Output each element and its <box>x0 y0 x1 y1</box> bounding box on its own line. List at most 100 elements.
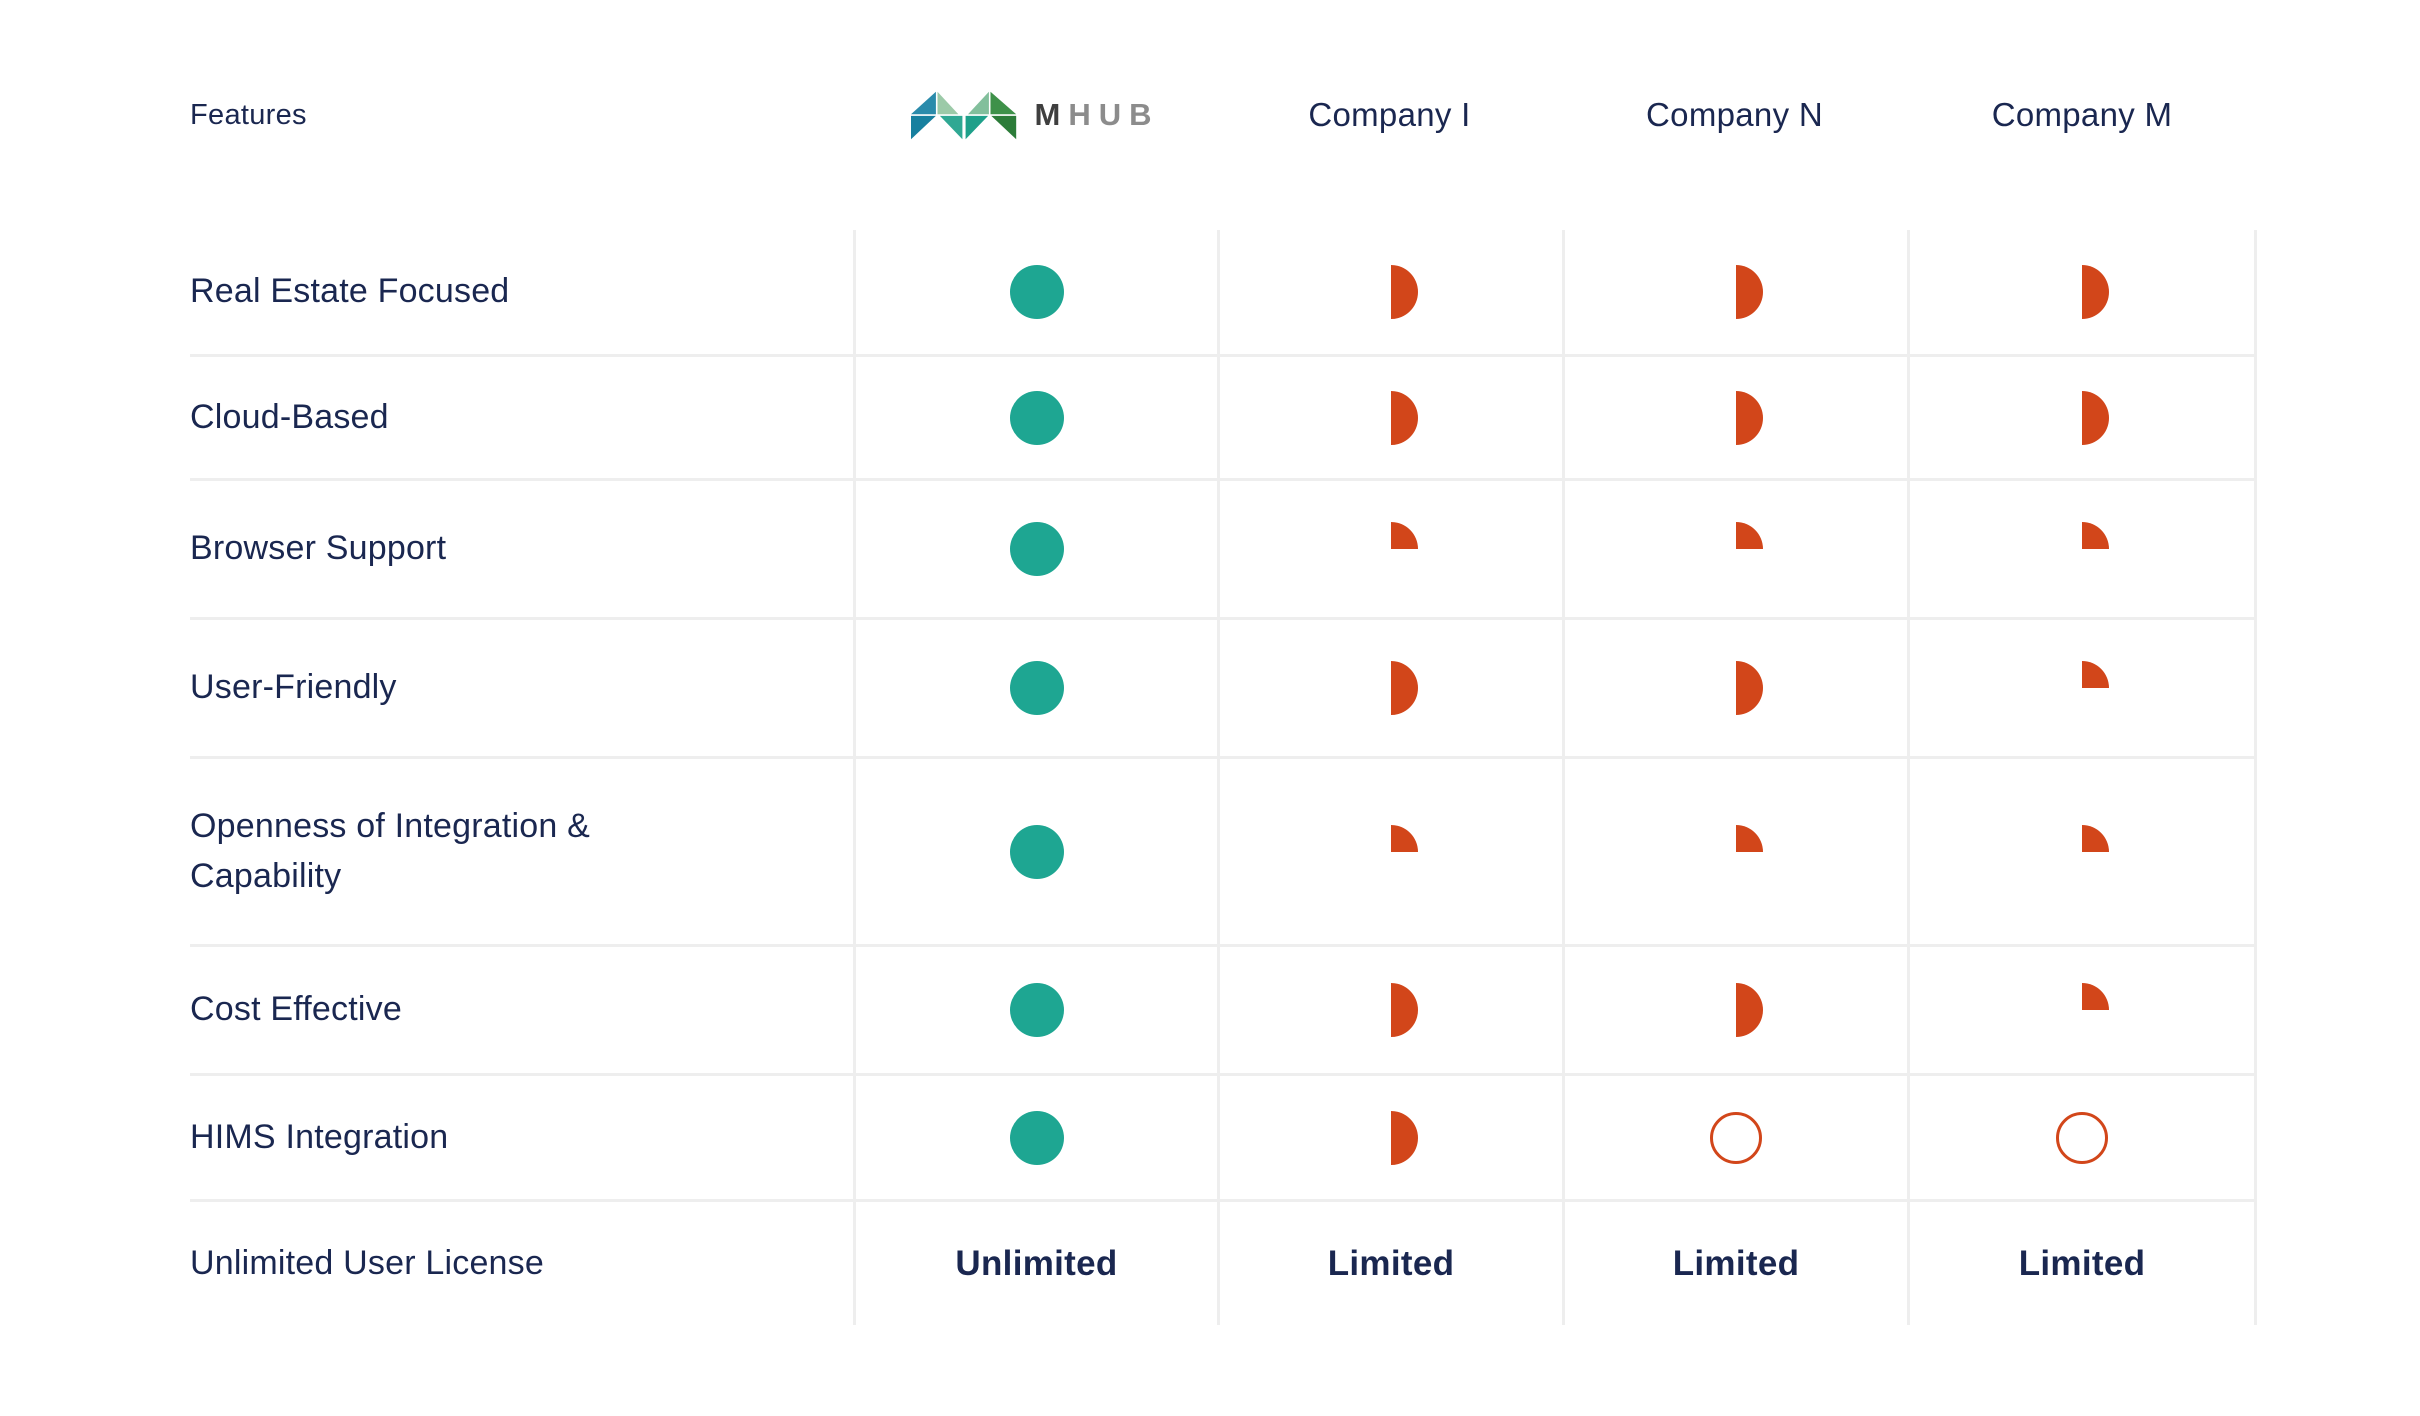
company-i-value-cell <box>1217 357 1562 478</box>
feature-label-cell: User-Friendly <box>190 620 853 756</box>
comparison-table: Features MHUB <box>190 0 2257 1325</box>
mhub-value-cell <box>853 1076 1217 1199</box>
feature-label-cell: Real Estate Focused <box>190 230 853 354</box>
mhub-value-cell: Unlimited <box>853 1202 1217 1325</box>
harvey-ball-half-icon <box>1709 390 1763 445</box>
company-n-value-cell <box>1562 230 1907 354</box>
harvey-ball-full-icon <box>1009 522 1064 576</box>
feature-label-cell: Cloud-Based <box>190 357 853 478</box>
harvey-ball-half-icon <box>1364 1110 1418 1165</box>
table-body: Real Estate Focused Cloud-Based Browser … <box>190 230 2257 1325</box>
harvey-ball-full-icon <box>1009 983 1064 1037</box>
company-i-value-cell <box>1217 481 1562 617</box>
feature-label: HIMS Integration <box>190 1117 449 1156</box>
company-n-value-cell <box>1562 620 1907 756</box>
company-m-value-cell: Limited <box>1907 1202 2257 1325</box>
company-m-value-cell <box>1907 1076 2257 1199</box>
table-row: Cloud-Based <box>190 354 2257 478</box>
mhub-value-cell <box>853 620 1217 756</box>
harvey-ball-half-icon <box>2055 390 2109 445</box>
harvey-ball-half-icon <box>1709 983 1763 1037</box>
harvey-ball-half-icon <box>1364 661 1418 715</box>
harvey-ball-quarter-icon <box>2055 824 2109 879</box>
mhub-header-cell: MHUB <box>853 0 1217 230</box>
feature-label-cell: Cost Effective <box>190 947 853 1073</box>
mhub-logo-text: MHUB <box>1035 97 1160 133</box>
company-n-value-cell <box>1562 481 1907 617</box>
company-n-value-cell <box>1562 947 1907 1073</box>
harvey-ball-half-icon <box>1364 983 1418 1037</box>
harvey-ball-empty-icon <box>1710 1111 1762 1164</box>
license-value: Unlimited <box>955 1243 1118 1283</box>
harvey-ball-half-icon <box>1709 661 1763 715</box>
mhub-logo-mark <box>910 91 1016 139</box>
table-row: HIMS Integration <box>190 1073 2257 1199</box>
company-m-header: Company M <box>1991 96 2173 133</box>
company-i-value-cell <box>1217 230 1562 354</box>
table-row: Cost Effective <box>190 944 2257 1073</box>
harvey-ball-full-icon <box>1009 824 1064 879</box>
harvey-ball-half-icon <box>1364 265 1418 319</box>
mhub-logo-text-hub: HUB <box>1068 97 1160 132</box>
features-header-cell: Features <box>190 0 853 230</box>
company-m-value-cell <box>1907 620 2257 756</box>
mhub-value-cell <box>853 357 1217 478</box>
harvey-ball-full-icon <box>1009 661 1064 715</box>
table-row: Openness of Integration & Capability <box>190 756 2257 944</box>
mhub-value-cell <box>853 230 1217 354</box>
license-value: Limited <box>1327 1243 1455 1283</box>
feature-label-cell: Openness of Integration & Capability <box>190 759 853 944</box>
feature-label-cell: HIMS Integration <box>190 1076 853 1199</box>
harvey-ball-empty-icon <box>2056 1111 2108 1164</box>
company-i-header-cell: Company I <box>1217 0 1562 230</box>
harvey-ball-half-icon <box>2055 265 2109 319</box>
mhub-value-cell <box>853 481 1217 617</box>
mhub-value-cell <box>853 759 1217 944</box>
company-i-value-cell: Limited <box>1217 1202 1562 1325</box>
company-i-header: Company I <box>1308 96 1471 133</box>
harvey-ball-full-icon <box>1009 1110 1064 1165</box>
company-m-value-cell <box>1907 357 2257 478</box>
table-row: Real Estate Focused <box>190 230 2257 354</box>
company-m-value-cell <box>1907 481 2257 617</box>
company-n-value-cell <box>1562 357 1907 478</box>
company-i-value-cell <box>1217 1076 1562 1199</box>
feature-label: Unlimited User License <box>190 1243 544 1282</box>
mhub-logo: MHUB <box>910 91 1160 140</box>
harvey-ball-quarter-icon <box>2055 983 2109 1037</box>
license-value: Limited <box>1672 1243 1800 1283</box>
harvey-ball-quarter-icon <box>1364 824 1418 879</box>
company-m-value-cell <box>1907 230 2257 354</box>
harvey-ball-full-icon <box>1009 390 1064 445</box>
company-n-header-cell: Company N <box>1562 0 1907 230</box>
feature-label: Cloud-Based <box>190 397 389 436</box>
table-header-row: Features MHUB <box>190 0 2257 230</box>
harvey-ball-quarter-icon <box>2055 522 2109 576</box>
harvey-ball-half-icon <box>1709 265 1763 319</box>
feature-label: Cost Effective <box>190 990 402 1029</box>
feature-label: Openness of Integration & Capability <box>190 807 591 895</box>
table-row: Browser Support <box>190 478 2257 617</box>
mhub-logo-text-m: M <box>1034 97 1069 132</box>
table-row: Unlimited User License Unlimited Limited… <box>190 1199 2257 1325</box>
company-m-value-cell <box>1907 759 2257 944</box>
company-i-value-cell <box>1217 620 1562 756</box>
company-m-value-cell <box>1907 947 2257 1073</box>
features-header: Features <box>190 98 307 131</box>
harvey-ball-quarter-icon <box>1364 522 1418 576</box>
company-n-value-cell: Limited <box>1562 1202 1907 1325</box>
harvey-ball-quarter-icon <box>1709 824 1763 879</box>
feature-label-cell: Browser Support <box>190 481 853 617</box>
feature-label: User-Friendly <box>190 668 397 707</box>
company-m-header-cell: Company M <box>1907 0 2257 230</box>
feature-label: Browser Support <box>190 529 447 568</box>
company-i-value-cell <box>1217 947 1562 1073</box>
harvey-ball-half-icon <box>1364 390 1418 445</box>
mhub-value-cell <box>853 947 1217 1073</box>
company-i-value-cell <box>1217 759 1562 944</box>
harvey-ball-full-icon <box>1009 265 1064 319</box>
feature-label-cell: Unlimited User License <box>190 1202 853 1325</box>
harvey-ball-quarter-icon <box>2055 661 2109 715</box>
company-n-value-cell <box>1562 759 1907 944</box>
